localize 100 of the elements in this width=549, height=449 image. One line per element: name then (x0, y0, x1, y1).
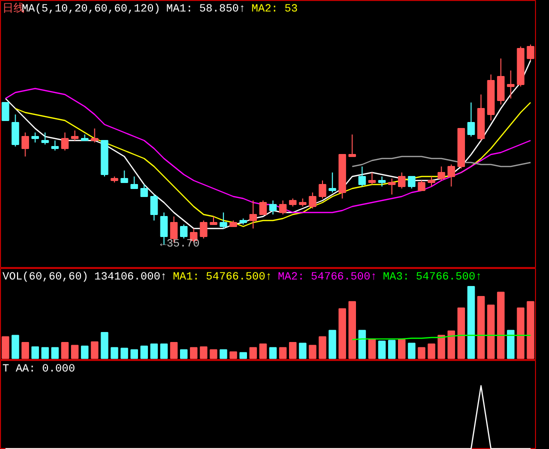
text: 134106.000↑ (94, 272, 167, 284)
bar (230, 351, 238, 359)
bar (368, 339, 376, 359)
text: MA1: 58.850↑ (166, 4, 246, 16)
candlestick (467, 102, 475, 137)
bar (210, 349, 218, 359)
bar (80, 346, 88, 359)
bar (41, 347, 49, 359)
candlestick (61, 132, 69, 151)
bar (448, 330, 456, 359)
candlestick (497, 58, 505, 105)
candlestick (140, 184, 148, 197)
text: MA1: 54766.500↑ (172, 272, 272, 284)
bar (388, 340, 396, 359)
bar (100, 332, 108, 359)
candlestick (318, 180, 326, 199)
bar (418, 347, 426, 359)
candlestick (358, 166, 366, 187)
candlestick (220, 212, 228, 229)
candlestick (120, 170, 128, 183)
bar (200, 346, 208, 359)
bar (298, 342, 306, 359)
candlestick (259, 200, 267, 215)
candlestick (428, 176, 436, 187)
bar (289, 342, 297, 359)
bar (259, 343, 267, 359)
candlestick (31, 132, 39, 143)
candlestick (130, 176, 138, 189)
candlestick (51, 140, 59, 151)
bar (190, 347, 198, 359)
candlestick (90, 128, 98, 143)
bar (398, 339, 406, 359)
candlestick (269, 200, 277, 215)
bar (328, 330, 336, 359)
candlestick (308, 192, 316, 209)
candlestick (348, 134, 356, 157)
candlestick (328, 172, 336, 193)
bar (239, 352, 247, 359)
candlestick (448, 164, 456, 187)
bar (279, 347, 287, 359)
bar (428, 343, 436, 359)
bar (22, 342, 30, 359)
candlestick (398, 172, 406, 189)
bar (477, 296, 485, 359)
text: MA2: 54766.500↑ (278, 272, 377, 284)
text: T AA: 0.000 (2, 364, 76, 376)
candlestick (418, 180, 426, 191)
text: MA2: 53 (252, 4, 298, 16)
bar (308, 344, 316, 359)
bar (249, 347, 257, 359)
bar (358, 330, 366, 359)
candlestick (150, 194, 158, 221)
candlestick (180, 224, 188, 239)
annotation: ←35.70 (160, 238, 200, 250)
bar (120, 348, 128, 359)
bar (487, 304, 495, 359)
text: MA(5,10,20,60,60,120) (22, 4, 160, 16)
bar (338, 308, 346, 359)
candlestick (22, 132, 30, 157)
bar (497, 292, 505, 359)
text: MA3: 54766.500↑ (382, 272, 482, 284)
bar (61, 342, 69, 359)
bar (438, 334, 446, 359)
text: VOL(60,60,60) (2, 272, 88, 284)
candlestick (71, 130, 79, 141)
candlestick (12, 114, 20, 147)
bar (220, 349, 228, 359)
bar (150, 343, 158, 359)
candlestick (408, 176, 416, 189)
bar (180, 349, 188, 359)
candlestick (368, 172, 376, 185)
candlestick (200, 220, 208, 239)
bar (526, 301, 534, 359)
bar (408, 342, 416, 359)
bar (71, 344, 79, 359)
bar (170, 342, 178, 359)
candlestick (526, 44, 534, 61)
candlestick (2, 102, 10, 121)
candlestick (249, 200, 257, 229)
bar (467, 286, 475, 359)
candlestick (388, 178, 396, 195)
bar (130, 349, 138, 359)
bar (378, 340, 386, 359)
bar (12, 334, 20, 359)
bar (110, 347, 118, 359)
bar (140, 346, 148, 359)
candlestick (438, 166, 446, 181)
candlestick (41, 132, 49, 145)
bar (2, 336, 10, 359)
bar (51, 347, 59, 359)
bar (31, 346, 39, 359)
bar (348, 301, 356, 359)
bar (269, 347, 277, 359)
bar (318, 336, 326, 359)
bar (516, 308, 524, 359)
bar (506, 330, 514, 359)
candlestick (506, 70, 514, 99)
bar (90, 341, 98, 359)
candlestick (279, 200, 287, 215)
bar (160, 343, 168, 359)
